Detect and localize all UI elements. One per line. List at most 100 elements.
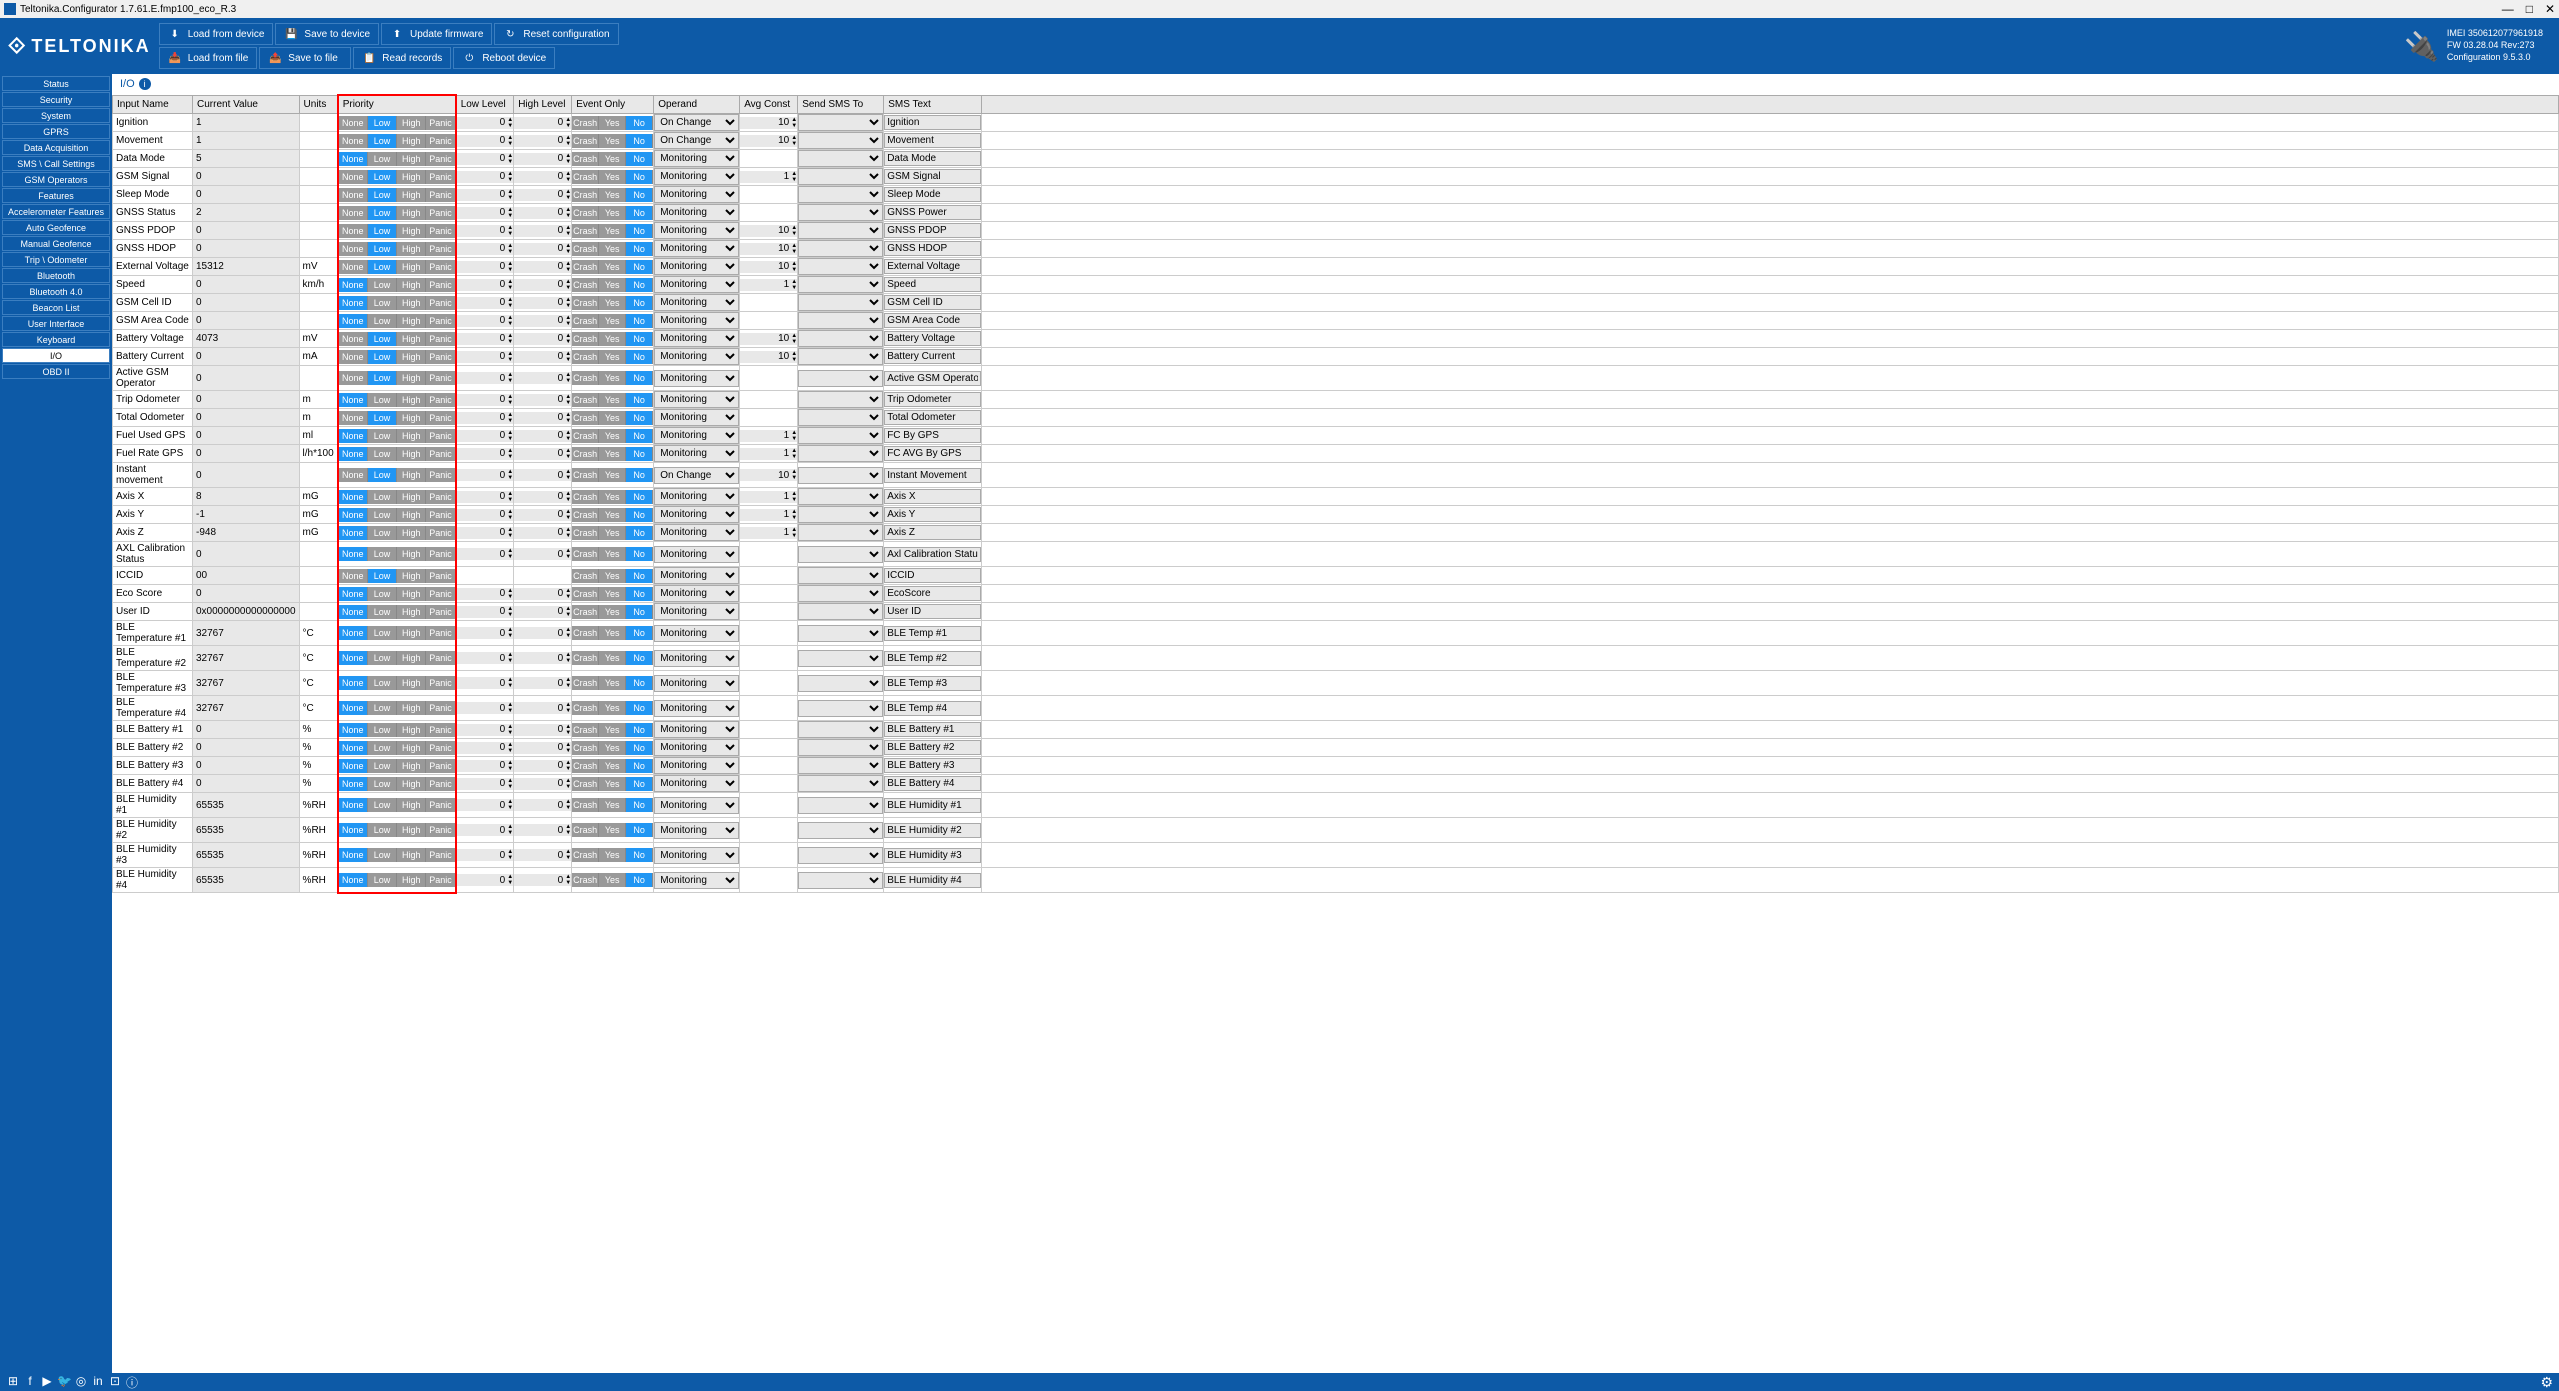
priority-none-button[interactable]: None — [339, 170, 368, 184]
sms-text-input[interactable] — [884, 371, 981, 386]
event-yes-button[interactable]: Yes — [599, 605, 626, 619]
priority-panic-button[interactable]: Panic — [426, 723, 454, 737]
priority-none-button[interactable]: None — [339, 188, 368, 202]
event-crash-button[interactable]: Crash — [572, 823, 599, 837]
send-sms-select[interactable] — [798, 168, 883, 185]
high-level-down[interactable]: ▼ — [565, 400, 571, 406]
priority-none-button[interactable]: None — [339, 490, 368, 504]
priority-panic-button[interactable]: Panic — [426, 447, 454, 461]
high-level-down[interactable]: ▼ — [565, 683, 571, 689]
priority-low-button[interactable]: Low — [368, 587, 397, 601]
priority-high-button[interactable]: High — [397, 411, 426, 425]
priority-high-button[interactable]: High — [397, 701, 426, 715]
low-level-input[interactable] — [457, 315, 508, 327]
priority-panic-button[interactable]: Panic — [426, 242, 454, 256]
operand-select[interactable]: On ChangeMonitoringOn ExitOn EntranceOn … — [654, 186, 739, 203]
send-sms-select[interactable] — [798, 204, 883, 221]
event-yes-button[interactable]: Yes — [599, 508, 626, 522]
priority-none-button[interactable]: None — [339, 224, 368, 238]
high-level-input[interactable] — [514, 588, 565, 600]
event-yes-button[interactable]: Yes — [599, 206, 626, 220]
event-no-button[interactable]: No — [626, 848, 653, 862]
low-level-input[interactable] — [457, 394, 508, 406]
reboot-device-button[interactable]: ⏻Reboot device — [453, 47, 555, 69]
priority-none-button[interactable]: None — [339, 134, 368, 148]
avg-const-input[interactable] — [740, 279, 791, 291]
priority-panic-button[interactable]: Panic — [426, 296, 454, 310]
sms-text-input[interactable] — [884, 446, 981, 461]
event-yes-button[interactable]: Yes — [599, 188, 626, 202]
event-no-button[interactable]: No — [626, 296, 653, 310]
event-crash-button[interactable]: Crash — [572, 651, 599, 665]
event-crash-button[interactable]: Crash — [572, 508, 599, 522]
high-level-down[interactable]: ▼ — [565, 805, 571, 811]
priority-high-button[interactable]: High — [397, 188, 426, 202]
high-level-down[interactable]: ▼ — [565, 612, 571, 618]
priority-low-button[interactable]: Low — [368, 278, 397, 292]
priority-panic-button[interactable]: Panic — [426, 547, 454, 561]
low-level-down[interactable]: ▼ — [507, 454, 513, 460]
priority-low-button[interactable]: Low — [368, 759, 397, 773]
high-level-input[interactable] — [514, 627, 565, 639]
event-crash-button[interactable]: Crash — [572, 134, 599, 148]
high-level-input[interactable] — [514, 333, 565, 345]
event-crash-button[interactable]: Crash — [572, 296, 599, 310]
operand-select[interactable]: On ChangeMonitoringOn ExitOn EntranceOn … — [654, 822, 739, 839]
send-sms-select[interactable] — [798, 409, 883, 426]
low-level-down[interactable]: ▼ — [507, 213, 513, 219]
high-level-input[interactable] — [514, 171, 565, 183]
priority-none-button[interactable]: None — [339, 823, 368, 837]
priority-none-button[interactable]: None — [339, 777, 368, 791]
low-level-down[interactable]: ▼ — [507, 708, 513, 714]
high-level-input[interactable] — [514, 117, 565, 129]
priority-high-button[interactable]: High — [397, 676, 426, 690]
high-level-input[interactable] — [514, 469, 565, 481]
nav-item-security[interactable]: Security — [2, 92, 110, 107]
low-level-down[interactable]: ▼ — [507, 123, 513, 129]
event-crash-button[interactable]: Crash — [572, 447, 599, 461]
event-no-button[interactable]: No — [626, 873, 653, 887]
event-no-button[interactable]: No — [626, 224, 653, 238]
priority-panic-button[interactable]: Panic — [426, 188, 454, 202]
priority-none-button[interactable]: None — [339, 605, 368, 619]
priority-panic-button[interactable]: Panic — [426, 278, 454, 292]
operand-select[interactable]: On ChangeMonitoringOn ExitOn EntranceOn … — [654, 524, 739, 541]
event-crash-button[interactable]: Crash — [572, 848, 599, 862]
sms-text-input[interactable] — [884, 676, 981, 691]
load-from-device-button[interactable]: ⬇Load from device — [159, 23, 274, 45]
high-level-down[interactable]: ▼ — [565, 195, 571, 201]
event-no-button[interactable]: No — [626, 651, 653, 665]
info-icon[interactable]: i — [139, 78, 151, 90]
low-level-input[interactable] — [457, 491, 508, 503]
nav-item-keyboard[interactable]: Keyboard — [2, 332, 110, 347]
sms-text-input[interactable] — [884, 873, 981, 888]
send-sms-select[interactable] — [798, 822, 883, 839]
low-level-input[interactable] — [457, 724, 508, 736]
low-level-down[interactable]: ▼ — [507, 730, 513, 736]
priority-low-button[interactable]: Low — [368, 651, 397, 665]
priority-none-button[interactable]: None — [339, 651, 368, 665]
nav-item-bluetooth-4-0[interactable]: Bluetooth 4.0 — [2, 284, 110, 299]
low-level-input[interactable] — [457, 799, 508, 811]
priority-none-button[interactable]: None — [339, 676, 368, 690]
low-level-input[interactable] — [457, 135, 508, 147]
priority-high-button[interactable]: High — [397, 823, 426, 837]
event-yes-button[interactable]: Yes — [599, 798, 626, 812]
low-level-down[interactable]: ▼ — [507, 612, 513, 618]
low-level-input[interactable] — [457, 527, 508, 539]
event-no-button[interactable]: No — [626, 314, 653, 328]
event-yes-button[interactable]: Yes — [599, 626, 626, 640]
priority-none-button[interactable]: None — [339, 350, 368, 364]
high-level-down[interactable]: ▼ — [565, 141, 571, 147]
twitter-icon[interactable]: 🐦 — [57, 1374, 71, 1391]
sms-text-input[interactable] — [884, 604, 981, 619]
priority-none-button[interactable]: None — [339, 587, 368, 601]
priority-low-button[interactable]: Low — [368, 741, 397, 755]
event-yes-button[interactable]: Yes — [599, 468, 626, 482]
priority-none-button[interactable]: None — [339, 759, 368, 773]
event-no-button[interactable]: No — [626, 116, 653, 130]
high-level-down[interactable]: ▼ — [565, 249, 571, 255]
high-level-down[interactable]: ▼ — [565, 830, 571, 836]
priority-panic-button[interactable]: Panic — [426, 260, 454, 274]
event-yes-button[interactable]: Yes — [599, 371, 626, 385]
